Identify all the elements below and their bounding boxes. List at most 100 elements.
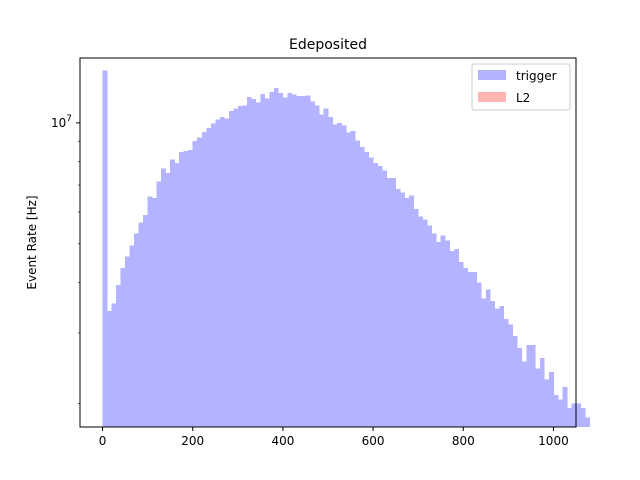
histogram-bar-trigger-21 <box>197 137 203 427</box>
histogram-bar-trigger-69 <box>413 209 419 427</box>
histogram-bar-trigger-37 <box>269 91 275 427</box>
histogram-bar-trigger-97 <box>539 357 545 427</box>
histogram-bar-trigger-59 <box>368 157 374 427</box>
histogram-bar-trigger-25 <box>215 119 221 427</box>
histogram-bar-trigger-24 <box>210 123 216 427</box>
histogram-bar-trigger-68 <box>409 195 414 427</box>
histogram-bar-trigger-16 <box>174 162 180 427</box>
histogram-bar-trigger-43 <box>296 96 302 427</box>
histogram-bar-trigger-57 <box>359 147 365 427</box>
histogram-bar-trigger-23 <box>206 128 212 427</box>
histogram-bar-trigger-18 <box>183 151 189 427</box>
x-tick-label-200: 200 <box>181 434 204 448</box>
histogram-bar-trigger-67 <box>404 198 410 427</box>
histogram-bar-trigger-27 <box>224 118 230 427</box>
histogram-bar-trigger-79 <box>458 262 464 427</box>
histogram-bar-trigger-77 <box>449 250 455 427</box>
histogram-bar-trigger-40 <box>282 97 288 427</box>
x-tick-label-600: 600 <box>362 434 385 448</box>
histogram-bar-trigger-6 <box>129 245 135 427</box>
histogram-bar-trigger-63 <box>386 177 392 427</box>
histogram-bar-trigger-12 <box>156 181 162 427</box>
histogram-bar-trigger-52 <box>337 122 342 427</box>
histogram-bar-trigger-53 <box>341 125 347 427</box>
histogram-bar-trigger-78 <box>454 249 460 427</box>
histogram-bar-trigger-56 <box>355 140 360 427</box>
histogram-bar-trigger-28 <box>228 111 234 427</box>
histogram-bar-trigger-8 <box>138 222 144 427</box>
histogram-bar-trigger-2 <box>111 303 117 427</box>
histogram-bar-trigger-4 <box>120 268 126 427</box>
histogram-bar-trigger-22 <box>201 131 207 428</box>
histogram-bar-trigger-7 <box>134 233 139 427</box>
legend-label-l2: L2 <box>516 91 530 105</box>
legend: trigger L2 <box>471 63 571 111</box>
histogram-bar-trigger-82 <box>472 272 478 427</box>
x-tick-label-400: 400 <box>271 434 294 448</box>
histogram-bar-trigger-101 <box>557 399 563 427</box>
chart-title: Edeposited <box>289 37 367 53</box>
histogram-bar-trigger-73 <box>431 233 437 427</box>
histogram-bar-trigger-48 <box>318 114 324 427</box>
histogram-bar-trigger-5 <box>125 256 130 427</box>
histogram-bar-trigger-33 <box>251 99 257 428</box>
histogram-bar-trigger-84 <box>481 298 487 427</box>
histogram-bar-trigger-50 <box>328 116 333 427</box>
histogram-bar-trigger-49 <box>323 108 329 427</box>
histogram-bar-trigger-11 <box>152 198 157 427</box>
histogram-bar-trigger-51 <box>332 124 338 427</box>
histogram-bar-trigger-38 <box>273 88 279 427</box>
histogram-bar-trigger-41 <box>287 93 293 427</box>
histogram-bar-trigger-88 <box>499 306 505 427</box>
histogram-bar-trigger-104 <box>571 403 577 427</box>
histogram-bar-trigger-91 <box>512 335 518 427</box>
histogram-bar-trigger-70 <box>418 216 423 427</box>
histogram-bar-trigger-36 <box>264 98 270 427</box>
y-tick-label-1e7: 107 <box>51 114 72 130</box>
histogram-bar-trigger-3 <box>116 284 121 427</box>
histogram-bar-trigger-45 <box>305 95 311 427</box>
histogram-bar-trigger-72 <box>427 225 433 427</box>
histogram-bar-trigger-95 <box>530 344 536 427</box>
x-tick-label-0: 0 <box>99 434 107 448</box>
x-tick-label-800: 800 <box>452 434 475 448</box>
histogram-bar-trigger-61 <box>377 166 383 427</box>
histogram-bar-trigger-100 <box>553 395 559 427</box>
y-axis-label: Event Rate [Hz] <box>25 195 39 289</box>
histogram-bar-trigger-60 <box>373 162 378 427</box>
histogram-bar-trigger-35 <box>260 93 266 428</box>
histogram-bar-trigger-66 <box>400 192 405 427</box>
histogram-bar-trigger-99 <box>548 371 554 427</box>
histogram-bar-trigger-42 <box>291 94 297 427</box>
histogram-bar-trigger-47 <box>314 105 320 428</box>
legend-swatch-l2 <box>478 92 506 102</box>
histogram-bar-trigger-54 <box>346 132 351 427</box>
histogram-bar-trigger-87 <box>494 308 500 427</box>
histogram-bar-trigger-30 <box>237 106 243 428</box>
histogram-bar-trigger-76 <box>445 240 451 427</box>
histogram-bar-trigger-15 <box>170 159 175 428</box>
plot-frame <box>79 57 577 428</box>
histogram-bar-trigger-93 <box>521 361 527 427</box>
histogram-bar-trigger-39 <box>278 93 284 427</box>
x-tick-label-1000: 1000 <box>538 434 569 448</box>
histogram-bar-trigger-46 <box>309 101 315 427</box>
histogram-bar-trigger-98 <box>544 379 550 427</box>
histogram-bar-trigger-65 <box>395 188 401 427</box>
histogram-bar-trigger-31 <box>242 105 248 428</box>
x-axis: 0 200 400 600 800 1000 <box>99 427 569 448</box>
histogram-bar-trigger-10 <box>147 196 153 427</box>
legend-label-trigger: trigger <box>516 69 557 83</box>
histogram-bar-trigger-71 <box>422 219 428 427</box>
histogram-bar-trigger-106 <box>580 408 586 427</box>
histogram-bar-trigger-75 <box>440 235 446 427</box>
histogram-bar-trigger-19 <box>188 150 194 427</box>
histogram-bar-trigger-85 <box>485 289 491 427</box>
histogram-bar-trigger-64 <box>391 177 396 427</box>
histogram-bar-trigger-58 <box>364 152 369 428</box>
histogram-bar-trigger-90 <box>508 324 514 427</box>
histogram-bar-trigger-62 <box>382 170 387 428</box>
histogram-bar-trigger-0 <box>102 70 108 427</box>
legend-swatch-trigger <box>478 70 506 80</box>
